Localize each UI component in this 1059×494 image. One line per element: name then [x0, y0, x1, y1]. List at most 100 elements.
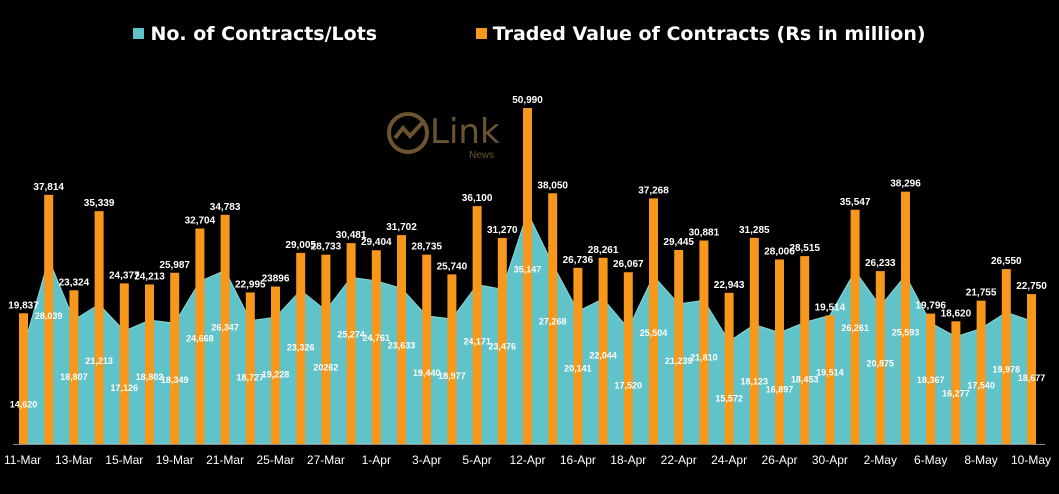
x-tick-label: 25-Mar [256, 453, 294, 467]
value-data-label: 24,213 [134, 271, 165, 282]
value-bar [825, 315, 835, 444]
watermark-logo: Link News [383, 108, 523, 168]
contracts-data-label: 19,978 [993, 364, 1021, 374]
x-tick-label: 15-Mar [105, 453, 143, 467]
contracts-data-label: 18,677 [1018, 373, 1046, 383]
contracts-data-label: 21,239 [665, 356, 693, 366]
logo-icon [387, 112, 429, 154]
value-data-label: 29,005 [285, 240, 316, 251]
value-bar [598, 257, 608, 444]
x-tick-label: 3-Apr [412, 453, 441, 467]
value-data-label: 29,404 [361, 237, 392, 248]
value-bar [724, 292, 734, 444]
value-bar [775, 259, 784, 444]
contracts-data-label: 25,593 [892, 327, 920, 337]
chart-legend: No. of Contracts/Lots Traded Value of Co… [0, 22, 1059, 45]
contracts-data-label: 18,727 [237, 373, 265, 383]
value-data-label: 30,881 [689, 228, 720, 239]
contracts-data-label: 15,572 [715, 393, 743, 403]
x-tick-label: 19-Mar [156, 453, 194, 467]
contracts-data-label: 20,141 [564, 363, 592, 373]
value-bar [573, 267, 583, 444]
x-tick-label: 27-Mar [307, 453, 345, 467]
value-bar [422, 254, 432, 444]
value-bar [497, 237, 507, 444]
value-data-label: 31,702 [386, 222, 417, 233]
x-tick-label: 8-May [964, 453, 997, 467]
logo-subtext: News [469, 150, 495, 161]
value-bar [1001, 269, 1011, 444]
contracts-data-label: 20,875 [867, 358, 895, 368]
value-data-label: 19,514 [815, 302, 846, 313]
contracts-data-label: 18,977 [438, 371, 466, 381]
value-bar [699, 240, 709, 444]
value-data-label: 28,261 [588, 245, 619, 256]
value-bar [875, 271, 885, 444]
value-bar [447, 274, 457, 444]
contracts-data-label: 23,633 [388, 340, 416, 350]
contracts-data-label: 27,268 [539, 316, 567, 326]
contracts-data-label: 22,044 [589, 351, 617, 361]
value-data-label: 26,233 [865, 258, 896, 269]
value-data-label: 28,735 [411, 242, 442, 253]
contracts-data-label: 18,807 [60, 372, 88, 382]
value-data-label: 35,547 [840, 197, 871, 208]
value-data-label: 21,755 [966, 288, 997, 299]
contracts-data-label: 20262 [313, 362, 338, 372]
value-data-label: 37,814 [33, 182, 64, 193]
value-data-label: 31,270 [487, 225, 518, 236]
legend-swatch-value [475, 28, 487, 39]
x-tick-label: 21-Mar [206, 453, 244, 467]
value-bar [245, 292, 255, 444]
value-data-label: 36,100 [462, 193, 493, 204]
contracts-data-label: 18,123 [741, 377, 769, 387]
contracts-data-label: 14,620 [10, 400, 38, 410]
value-bar [901, 191, 910, 444]
x-tick-label: 12-Apr [509, 453, 545, 467]
contracts-data-label: 21,810 [690, 352, 718, 362]
value-data-label: 19,796 [915, 301, 946, 312]
x-tick-label: 10-May [1011, 453, 1051, 467]
legend-label-contracts: No. of Contracts/Lots [150, 22, 378, 45]
value-bar [976, 300, 986, 444]
value-data-label: 23896 [262, 274, 290, 285]
value-data-label: 28,006 [764, 246, 795, 257]
contracts-data-label: 17,126 [111, 383, 139, 393]
value-bar [296, 252, 306, 444]
value-data-label: 32,704 [185, 215, 216, 226]
value-data-label: 38,296 [890, 179, 921, 190]
contracts-data-label: 24,171 [463, 337, 491, 347]
value-bar [800, 256, 810, 444]
value-bar [94, 211, 104, 444]
x-tick-label: 13-Mar [55, 453, 93, 467]
value-data-label: 22,750 [1016, 281, 1047, 292]
contracts-data-label: 18,802 [136, 372, 164, 382]
contracts-data-label: 18,453 [791, 374, 819, 384]
value-data-label: 34,783 [210, 202, 241, 213]
contracts-data-label: 18,349 [161, 375, 189, 385]
contracts-data-label: 19,228 [262, 369, 290, 379]
value-bar [926, 313, 936, 444]
contracts-data-label: 18,367 [917, 375, 945, 385]
value-bar [523, 108, 532, 444]
x-tick-label: 24-Apr [711, 453, 747, 467]
value-bar [397, 235, 406, 444]
value-bar [69, 290, 79, 444]
logo-text: Link [430, 112, 500, 152]
value-bar [1027, 294, 1036, 444]
value-bar [472, 206, 482, 444]
contracts-data-label: 23,476 [489, 341, 517, 351]
value-bar [271, 286, 280, 444]
value-bar [119, 283, 129, 444]
value-bar [19, 313, 28, 444]
legend-swatch-contracts [133, 28, 145, 39]
value-bar [321, 254, 331, 444]
contracts-data-label: 26,347 [211, 322, 239, 332]
value-bar [850, 209, 860, 444]
value-data-label: 19,837 [8, 300, 39, 311]
contracts-data-label: 19,440 [413, 368, 441, 378]
x-tick-label: 30-Apr [812, 453, 848, 467]
contracts-data-label: 19,514 [816, 367, 844, 377]
contracts-data-label: 24,761 [363, 333, 391, 343]
contracts-data-label: 21,213 [85, 356, 113, 366]
